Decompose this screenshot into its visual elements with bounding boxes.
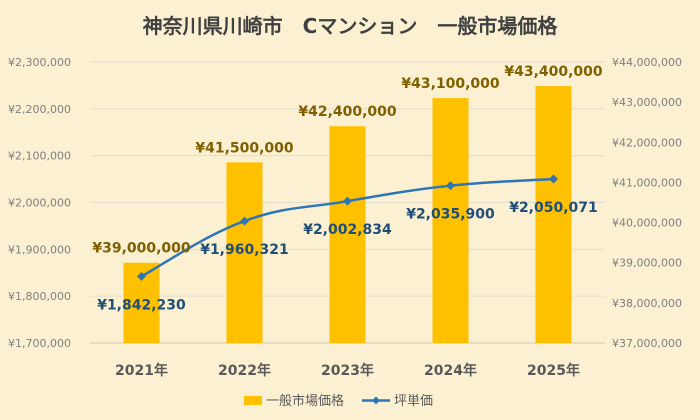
line-data-label: ¥1,960,321	[200, 242, 289, 258]
line-series	[137, 174, 558, 281]
x-axis-category-label: 2022年	[218, 362, 271, 379]
right-axis-tick-label: ¥37,000,000	[612, 337, 682, 350]
bar-data-label: ¥41,500,000	[195, 140, 294, 156]
bar-series	[123, 86, 572, 343]
left-axis-tick-label: ¥1,700,000	[8, 337, 71, 350]
x-axis-category-label: 2021年	[115, 362, 168, 379]
bar-data-labels: ¥39,000,000 ¥41,500,000 ¥42,400,000¥43,100…	[92, 64, 603, 257]
line-point	[446, 181, 455, 191]
right-axis-tick-label: ¥38,000,000	[612, 297, 682, 310]
line-point	[137, 271, 146, 281]
left-axis-tick-label: ¥2,000,000	[8, 197, 71, 210]
bar	[535, 86, 572, 343]
right-axis-tick-label: ¥40,000,000	[612, 217, 682, 230]
right-axis-tick-label: ¥39,000,000	[612, 257, 682, 270]
line-data-labels: ¥1,842,230 ¥1,960,321 ¥2,002,834 ¥2,035,900…	[97, 200, 598, 313]
left-axis: ¥1,700,000 ¥1,800,000 ¥1,900,000 ¥2,000,000…	[8, 56, 71, 350]
bar-data-label: ¥43,400,000	[504, 64, 603, 80]
right-axis-tick-label: ¥44,000,000	[612, 56, 682, 69]
right-axis: ¥37,000,000 ¥38,000,000 ¥39,000,000 ¥40,000…	[612, 56, 682, 350]
left-axis-tick-label: ¥2,200,000	[8, 103, 71, 116]
line-data-label: ¥2,050,071	[509, 200, 598, 216]
right-axis-tick-label: ¥43,000,000	[612, 96, 682, 109]
x-axis-category-label: 2024年	[424, 362, 477, 379]
x-axis-category-label: 2025年	[527, 362, 580, 379]
left-axis-tick-label: ¥1,900,000	[8, 243, 71, 256]
legend-line-label: 坪単価	[394, 393, 433, 409]
line-point	[240, 216, 249, 226]
x-axis: 2021年 2022年 2023年 2024年 2025年	[115, 362, 580, 379]
bar	[226, 162, 263, 343]
x-axis-category-label: 2023年	[321, 362, 374, 379]
line-data-label: ¥2,035,900	[406, 207, 495, 223]
left-axis-tick-label: ¥2,100,000	[8, 150, 71, 163]
line-data-label: ¥1,842,230	[97, 297, 186, 313]
left-axis-tick-label: ¥1,800,000	[8, 290, 71, 303]
legend-bar-swatch	[244, 396, 262, 405]
line-point	[549, 174, 558, 184]
bar-data-label: ¥39,000,000	[92, 241, 191, 257]
legend: 一般市場価格 坪単価	[244, 393, 433, 409]
line-point	[343, 196, 352, 206]
chart-title: 神奈川県川崎市 Cマンション 一般市場価格	[143, 14, 559, 38]
bar-data-label: ¥42,400,000	[298, 104, 397, 120]
bar	[329, 126, 366, 343]
line-data-label: ¥2,002,834	[303, 222, 392, 238]
legend-line-marker	[372, 396, 380, 405]
bar	[432, 98, 469, 343]
right-axis-tick-label: ¥41,000,000	[612, 176, 682, 189]
legend-bar-label: 一般市場価格	[266, 393, 344, 409]
left-axis-tick-label: ¥2,300,000	[8, 56, 71, 69]
bar-data-label: ¥43,100,000	[401, 76, 500, 92]
right-axis-tick-label: ¥42,000,000	[612, 136, 682, 149]
